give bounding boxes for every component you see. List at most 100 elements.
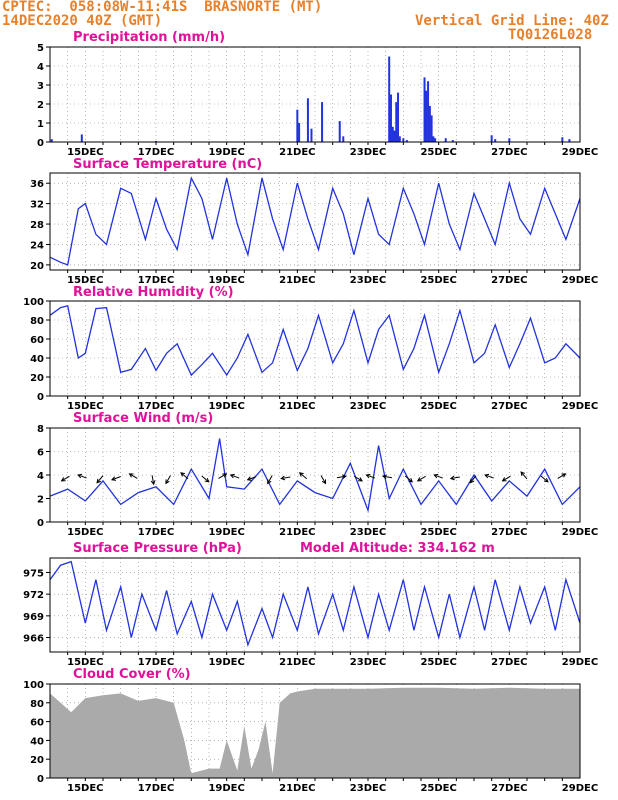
wind-arrow [353, 475, 363, 482]
rh-ytick-label: 100 [23, 297, 44, 308]
wind-xtick-label: 21DEC [279, 527, 315, 538]
precip-bar [490, 135, 493, 142]
wind-line [49, 438, 581, 513]
wind-arrow [320, 475, 326, 484]
cloud-xtick-label: 19DEC [208, 783, 244, 794]
temp-xtick-label: 29DEC [562, 275, 598, 286]
wind-arrow-head [298, 472, 304, 477]
wind-arrow-head [229, 473, 235, 479]
wind-arrow-head [408, 477, 414, 483]
rh-xtick-label: 15DEC [67, 401, 103, 412]
wind-arrow-head [469, 478, 475, 484]
pres-xtick-label: 23DEC [350, 657, 386, 668]
precip-bar [425, 90, 428, 142]
wind-arrow [417, 475, 426, 482]
rh-xtick-label: 23DEC [350, 401, 386, 412]
wind-ytick-label: 0 [37, 518, 44, 529]
wind-arrow [540, 475, 549, 483]
precip-bar [398, 136, 401, 142]
precip-bar [428, 105, 431, 142]
precip-ytick-label: 5 [37, 43, 44, 54]
pres-line [49, 560, 581, 647]
pres-xtick-label: 25DEC [420, 657, 456, 668]
wind-arrow-head [321, 479, 327, 485]
cloud-xtick-label: 25DEC [420, 783, 456, 794]
precip-bar [423, 77, 426, 142]
wind-arrow [484, 474, 494, 479]
wind-arrow [151, 475, 155, 485]
cloud-xtick-label: 27DEC [491, 783, 527, 794]
wind-ytick-label: 2 [37, 495, 44, 506]
rh-xtick-label: 27DEC [491, 401, 527, 412]
wind-arrow-head [433, 473, 439, 479]
wind-arrow-head [449, 475, 455, 481]
wind-arrow-head [96, 478, 101, 484]
temp-ytick-label: 24 [30, 240, 44, 251]
rh-xtick-label: 17DEC [138, 401, 174, 412]
wind-arrow [77, 474, 87, 479]
cloud-ytick-label: 100 [23, 680, 44, 691]
wind-title: Surface Wind (m/s) [73, 411, 213, 426]
wind-arrow [180, 472, 189, 480]
precip-ytick-label: 2 [37, 100, 44, 111]
precip-bar [298, 123, 301, 142]
header-grid-line: Vertical Grid Line: 40Z [415, 13, 609, 29]
precip-ytick-label: 3 [37, 81, 44, 92]
temp-ytick-label: 28 [30, 220, 44, 231]
wind-arrow-head [222, 473, 228, 478]
cloud-ytick-label: 80 [30, 699, 44, 710]
temp-title: Surface Temperature (nC) [73, 157, 262, 172]
temp-xtick-label: 15DEC [67, 275, 103, 286]
precip-bar [342, 136, 345, 142]
wind-arrow-head [484, 473, 490, 479]
wind-arrow [469, 475, 477, 484]
precip-xtick-label: 21DEC [279, 147, 315, 158]
precip-bar [434, 138, 437, 142]
temp-ytick-label: 32 [30, 200, 44, 211]
cloud-ytick-label: 40 [30, 736, 44, 747]
precip-bar [508, 138, 511, 142]
wind-arrow-head [128, 473, 134, 478]
precip-xtick-label: 19DEC [208, 147, 244, 158]
header-datetime: 14DEC2020 40Z (GMT) [2, 13, 163, 29]
precip-bar [310, 128, 313, 142]
precip-title: Precipitation (mm/h) [73, 30, 225, 45]
rh-panel: Relative Humidity (%) 0 20 40 60 80 100 15DEC 17… [23, 285, 598, 412]
wind-ytick-label: 6 [37, 448, 44, 459]
precip-bar [432, 136, 435, 142]
wind-arrow-head [561, 473, 567, 478]
rh-ytick-label: 40 [30, 354, 44, 365]
wind-arrow-head [416, 477, 422, 482]
wind-arrow-head [543, 477, 549, 483]
precip-bar [395, 102, 398, 142]
cloud-title: Cloud Cover (%) [73, 667, 191, 682]
wind-arrow [502, 475, 511, 482]
rh-line [49, 305, 581, 377]
cloud-xtick-label: 29DEC [562, 783, 598, 794]
precip-ytick-label: 0 [37, 138, 44, 149]
precip-bar [389, 94, 392, 142]
precip-bar [402, 138, 405, 142]
temp-xtick-label: 21DEC [279, 275, 315, 286]
precip-ytick-label: 1 [37, 119, 44, 130]
pres-xtick-label: 21DEC [279, 657, 315, 668]
rh-ytick-label: 80 [30, 316, 44, 327]
pres-ytick-label: 966 [23, 634, 44, 645]
precip-bar [405, 140, 408, 142]
temp-ytick-label: 36 [30, 179, 44, 190]
wind-arrow [520, 471, 528, 480]
wind-xtick-label: 29DEC [562, 527, 598, 538]
wind-arrow [434, 474, 443, 479]
wind-xtick-label: 27DEC [491, 527, 527, 538]
precip-bar [306, 98, 309, 142]
wind-arrow [382, 475, 393, 479]
temp-xtick-label: 27DEC [491, 275, 527, 286]
precip-xtick-label: 27DEC [491, 147, 527, 158]
cloud-xtick-label: 21DEC [279, 783, 315, 794]
wind-arrow [96, 475, 104, 484]
rh-xtick-label: 21DEC [279, 401, 315, 412]
temp-xtick-label: 25DEC [420, 275, 456, 286]
temp-line [49, 176, 581, 266]
precip-xtick-label: 17DEC [138, 147, 174, 158]
